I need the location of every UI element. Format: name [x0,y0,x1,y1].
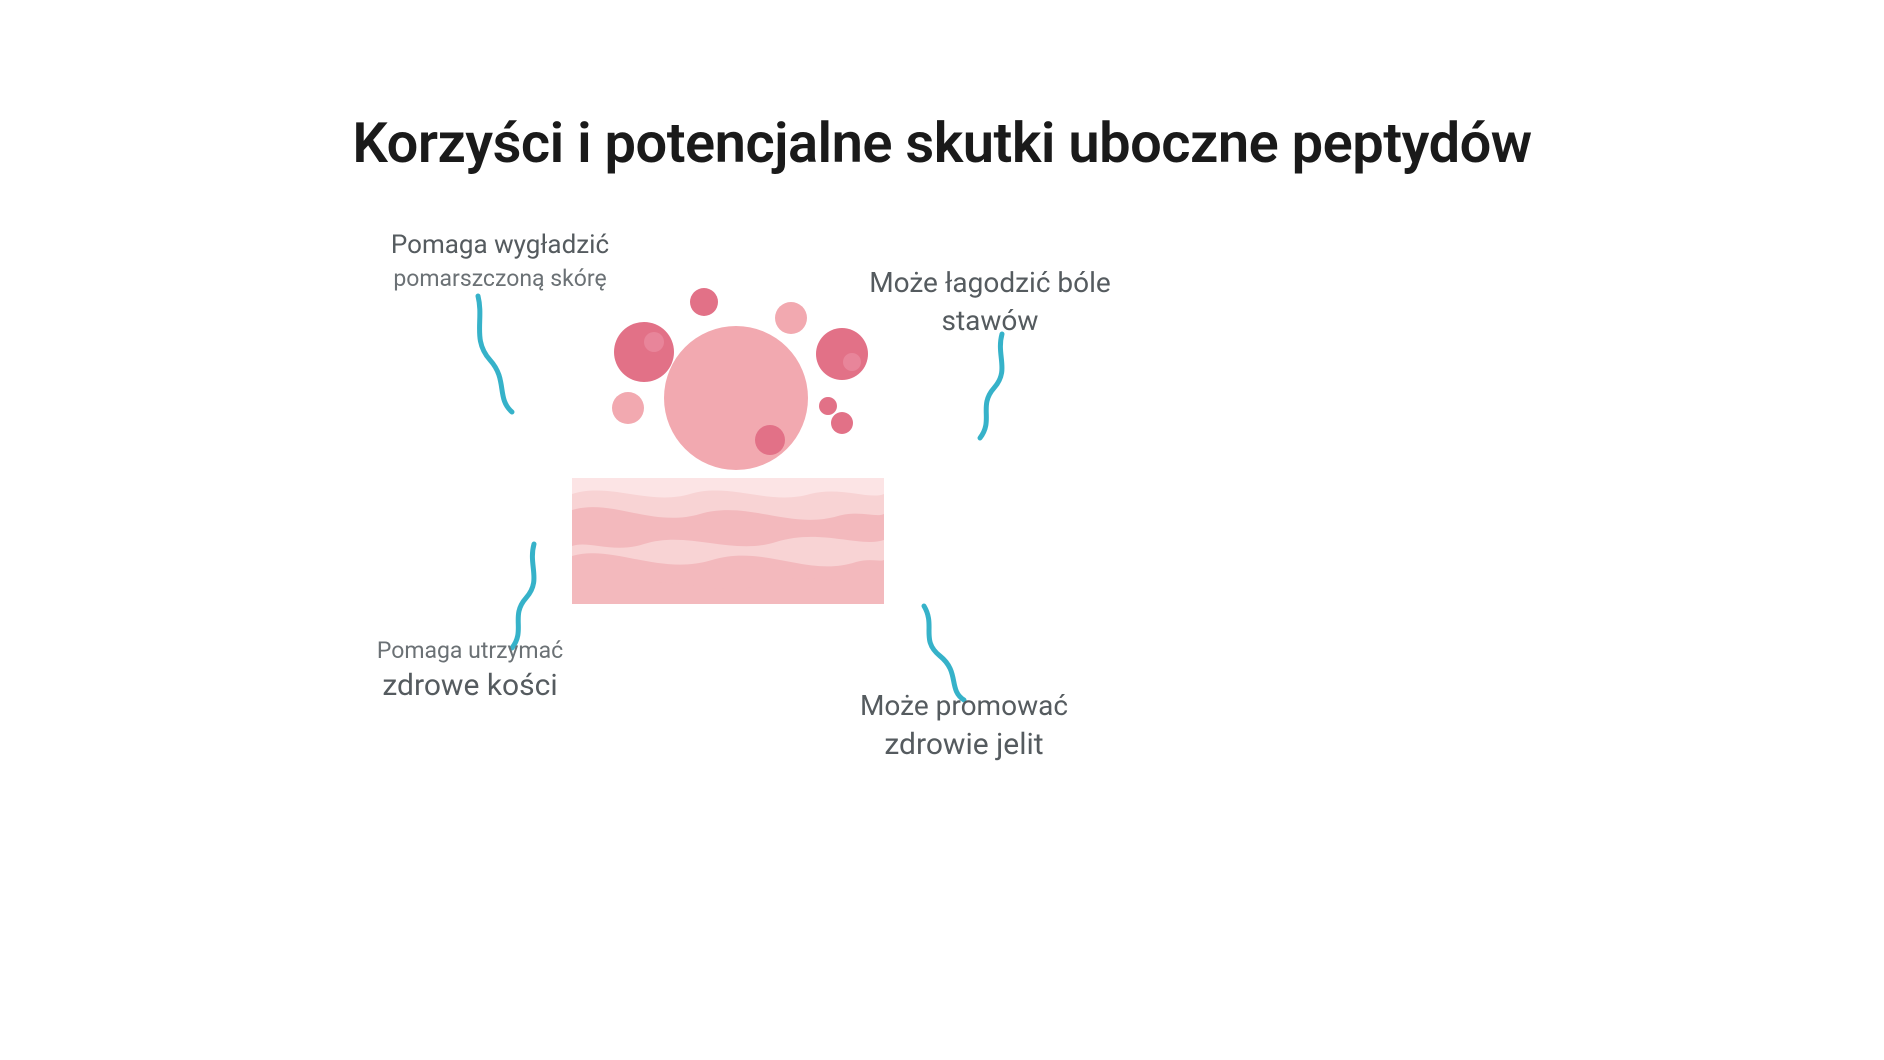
callout-top-right: Może łagodzić bóle stawów [840,264,1140,340]
particle-icon [690,288,718,316]
callout-text: zdrowie jelit [834,725,1094,766]
callout-text: Może promować [834,687,1094,725]
particle-icon [614,322,674,382]
callout-bottom-left: Pomaga utrzymać zdrowe kości [340,635,600,707]
callout-top-left: Pomaga wygładzić pomarszczoną skórę [370,228,630,294]
particle-icon [831,412,853,434]
callout-bottom-right: Może promować zdrowie jelit [834,687,1094,765]
callout-text: Pomaga wygładzić [370,228,630,263]
peptide-illustration [0,0,1884,1060]
callout-text: zdrowe kości [340,666,600,707]
callout-text: Pomaga utrzymać [340,635,600,666]
particle-icon [612,392,644,424]
callout-text: Może łagodzić bóle [840,264,1140,302]
connector-top-right-icon [980,334,1002,438]
connector-bottom-left-icon [512,544,534,648]
particle-icon [819,397,837,415]
callout-text: stawów [840,302,1140,340]
infographic-canvas: Korzyści i potencjalne skutki uboczne pe… [0,0,1884,1060]
connector-top-left-icon [478,296,512,412]
skin-layers-icon [572,478,884,604]
connector-bottom-right-icon [924,606,964,700]
callout-text: pomarszczoną skórę [370,263,630,294]
main-particle-icon [664,326,808,470]
particle-icon [775,302,807,334]
